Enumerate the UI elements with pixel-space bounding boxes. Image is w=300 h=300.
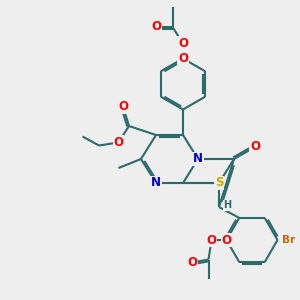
Text: H: H (223, 200, 232, 211)
Text: O: O (187, 256, 197, 269)
Text: N: N (193, 152, 203, 166)
Text: Br: Br (282, 235, 296, 245)
Text: N: N (151, 176, 161, 190)
Text: O: O (250, 140, 260, 154)
Text: O: O (118, 100, 128, 113)
Text: O: O (206, 233, 217, 247)
Text: S: S (215, 176, 223, 190)
Text: O: O (221, 233, 232, 247)
Text: O: O (151, 20, 161, 34)
Text: O: O (178, 37, 188, 50)
Text: O: O (113, 136, 124, 149)
Text: O: O (178, 52, 188, 65)
